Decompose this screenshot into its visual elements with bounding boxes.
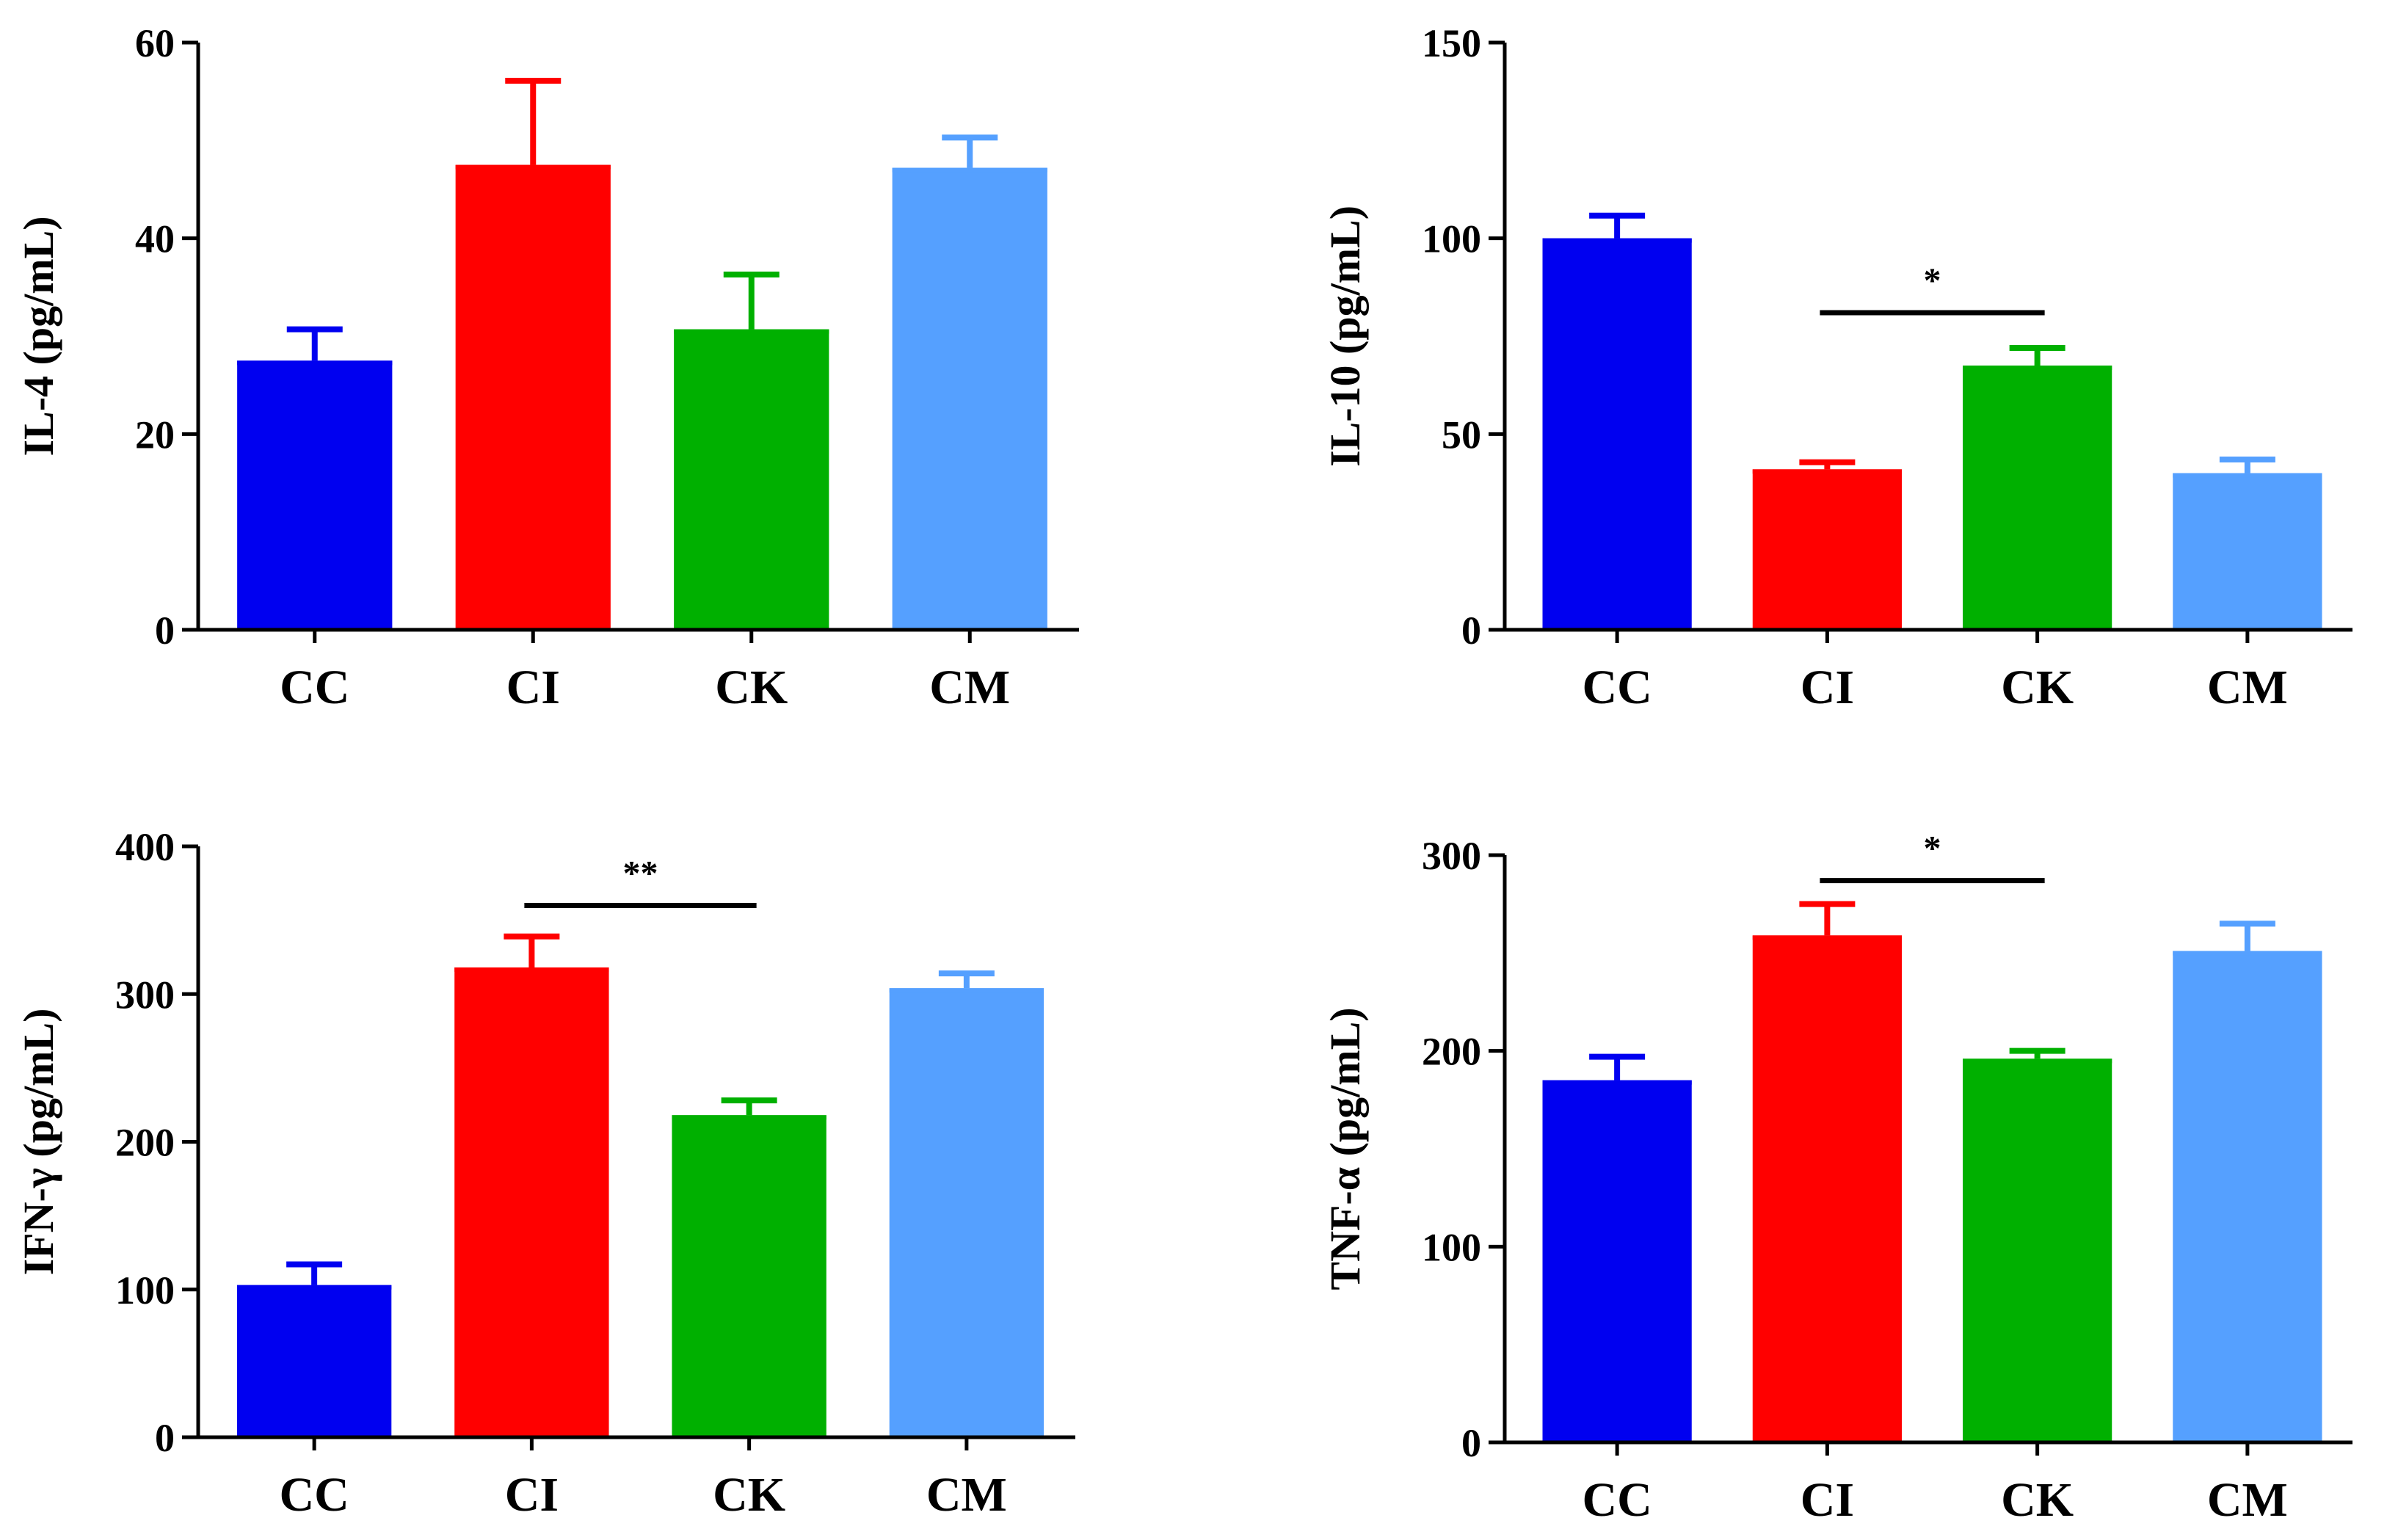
il4-bar-CK [674,329,829,630]
tnfa-xtick-label-CK: CK [2001,1473,2074,1527]
ifng-ytick-label-300: 300 [115,973,175,1017]
tnfa-ytick-label-300: 300 [1422,834,1481,878]
chart-tnfa-svg: CC CI CK CM 0 100 200 300 TNF-α (pg/mL) * [1321,829,2352,1527]
ifng-ytick-label-200: 200 [115,1121,175,1165]
il10-bar-CK [1963,366,2112,630]
tnfa-bar-CI [1752,935,1902,1442]
ifng-ytick-label-100: 100 [115,1268,175,1312]
il4-ytick-label-20: 20 [135,413,175,457]
tnfa-ytick-label-200: 200 [1422,1030,1481,1074]
chart-ifng: CC CI CK CM 0 100 200 300 400 IFN-γ (pg/mL) ** [0,793,1145,1540]
il10-ytick-label-100: 100 [1422,217,1481,261]
il10-significance-label-0: * [1924,261,1941,300]
ifng-xtick-label-CK: CK [713,1468,785,1522]
il10-xtick-label-CM: CM [2207,661,2288,714]
ifng-xtick-label-CC: CC [279,1468,349,1522]
ifng-ytick-label-0: 0 [155,1416,175,1460]
tnfa-ytick-label-0: 0 [1461,1421,1481,1465]
il4-bar-CI [455,164,611,630]
il4-xtick-label-CC: CC [280,661,349,714]
ifng-xtick-label-CI: CI [505,1468,559,1522]
il10-bar-CM [2173,473,2322,630]
il4-ytick-label-60: 60 [135,21,175,65]
il4-xtick-label-CM: CM [929,661,1010,714]
il10-xtick-label-CK: CK [2001,661,2074,714]
il10-y-axis-title: IL-10 (pg/mL) [1321,206,1369,467]
tnfa-xtick-label-CM: CM [2207,1473,2288,1527]
ifng-ytick-label-400: 400 [115,825,175,869]
il4-y-axis-title: IL-4 (pg/mL) [15,216,62,456]
ifng-bar-CK [672,1115,826,1437]
il4-bar-CM [892,167,1047,630]
tnfa-bar-CK [1963,1058,2112,1442]
il4-bar-CC [237,360,393,630]
chart-tnfa: CC CI CK CM 0 100 200 300 TNF-α (pg/mL) * [1218,793,2378,1540]
tnfa-xtick-label-CI: CI [1801,1473,1854,1527]
il10-ytick-label-150: 150 [1422,21,1481,65]
tnfa-ytick-label-100: 100 [1422,1225,1481,1269]
il4-xtick-label-CI: CI [506,661,560,714]
chart-il10: CC CI CK CM 0 50 100 150 IL-10 (pg/mL) * [1218,0,2378,734]
tnfa-y-axis-title: TNF-α (pg/mL) [1321,1007,1369,1290]
tnfa-bar-CM [2173,951,2322,1442]
chart-ifng-svg: CC CI CK CM 0 100 200 300 400 IFN-γ (pg/mL) ** [15,825,1075,1522]
il4-ytick-label-0: 0 [155,609,175,653]
ifng-bar-CM [889,988,1044,1437]
chart-il10-svg: CC CI CK CM 0 50 100 150 IL-10 (pg/mL) * [1321,21,2352,714]
tnfa-xtick-label-CC: CC [1582,1473,1652,1527]
ifng-xtick-label-CM: CM [926,1468,1007,1522]
chart-il4: CC CI CK CM 0 20 40 60 IL-4 (pg/mL) [0,0,1145,734]
il4-xtick-label-CK: CK [715,661,788,714]
ifng-bar-CI [454,967,609,1437]
ifng-y-axis-title: IFN-γ (pg/mL) [15,1009,62,1276]
il10-bar-CI [1752,469,1902,630]
il10-xtick-label-CC: CC [1582,661,1652,714]
chart-il4-svg: CC CI CK CM 0 20 40 60 IL-4 (pg/mL) [15,21,1079,714]
il4-ytick-label-40: 40 [135,217,175,261]
il10-ytick-label-0: 0 [1461,609,1481,653]
ifng-significance-label-0: ** [623,854,658,893]
ifng-bar-CC [236,1285,392,1437]
tnfa-significance-label-0: * [1924,829,1941,868]
il10-ytick-label-50: 50 [1442,413,1481,457]
il10-xtick-label-CI: CI [1801,661,1854,714]
il10-bar-CC [1542,238,1692,631]
tnfa-bar-CC [1542,1080,1692,1442]
